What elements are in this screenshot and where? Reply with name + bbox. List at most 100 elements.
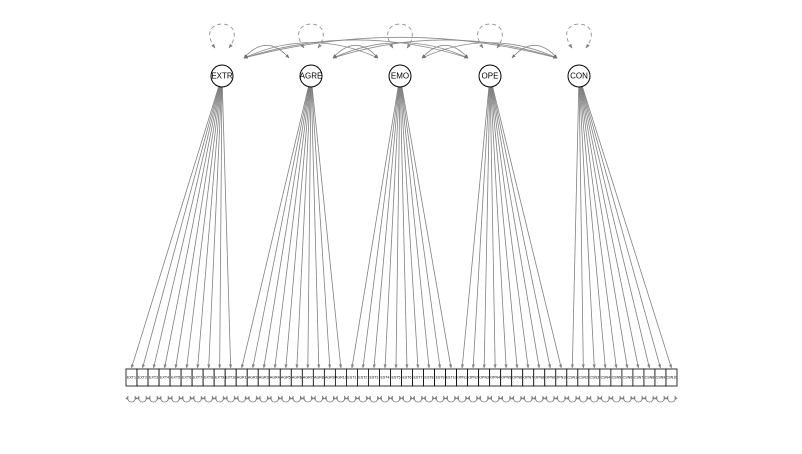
latent-circle	[567, 64, 591, 88]
item-csn3: CSN3	[588, 368, 601, 387]
loading-emo-est10	[401, 86, 453, 369]
factor-loadings	[131, 86, 672, 369]
item-label: OPN3	[479, 376, 489, 380]
loading-extr-ext8	[207, 86, 222, 369]
residual-variance-loop	[433, 395, 447, 403]
loading-con-csn5	[579, 86, 618, 369]
covariance-agre-con	[332, 39, 558, 59]
item-label: OPN9	[545, 376, 555, 380]
covariance-extr-emo	[243, 42, 379, 59]
loading-agre-agr8	[310, 86, 321, 369]
covariance-ope-con	[511, 44, 558, 59]
loading-ope-opn3	[482, 86, 491, 369]
residual-variance-loop	[610, 395, 623, 403]
loading-agre-agr5	[284, 86, 311, 369]
item-opn3: OPN3	[478, 368, 491, 387]
latent-variance-loop	[477, 23, 503, 49]
loading-agre-agr6	[295, 86, 311, 369]
residual-variance-loop	[422, 395, 436, 403]
item-csn1: CSN1	[566, 368, 579, 387]
latent-circle	[478, 64, 502, 88]
item-opn10: OPN10	[555, 368, 568, 387]
loading-ope-opn6	[490, 86, 519, 369]
residual-variance-loop	[125, 395, 138, 403]
item-label: EXT3	[149, 376, 158, 380]
item-label: EXT5	[171, 376, 180, 380]
item-ext2: EXT2	[136, 368, 149, 387]
item-label: CSN7	[634, 376, 644, 380]
loading-emo-est9	[401, 86, 442, 369]
loading-con-csn9	[581, 86, 662, 369]
item-csn4: CSN4	[599, 368, 612, 387]
latent-circle	[299, 64, 323, 88]
loading-emo-est1	[350, 86, 399, 369]
item-opn4: OPN4	[489, 368, 502, 387]
item-ext4: EXT4	[158, 368, 171, 387]
residual-variance-loop	[334, 395, 347, 403]
item-est2: EST2	[357, 368, 369, 387]
item-label: CSN4	[601, 376, 611, 380]
item-agr4: AGR4	[268, 368, 281, 387]
residual-variance-loop	[599, 395, 612, 403]
item-label: EXT1	[127, 376, 136, 380]
latent-con: CON	[567, 64, 591, 88]
item-label: EST4	[380, 376, 389, 380]
item-label: CSN6	[623, 376, 633, 380]
loading-emo-est4	[383, 86, 400, 369]
residual-variance-loop	[224, 395, 237, 403]
loading-agre-agr3	[262, 86, 310, 369]
item-opn1: OPN1	[456, 368, 469, 387]
item-ext7: EXT7	[191, 368, 204, 387]
residual-variance-loop	[213, 395, 226, 403]
loading-extr-ext3	[152, 86, 220, 369]
latent-label: OPE	[482, 72, 499, 81]
item-label: AGR8	[314, 376, 324, 380]
item-opn9: OPN9	[544, 368, 557, 387]
residual-variance-loop	[544, 395, 557, 403]
item-label: OPN10	[555, 376, 567, 380]
item-csn2: CSN2	[577, 368, 590, 387]
loading-ope-opn9	[491, 86, 552, 369]
loading-ope-opn7	[491, 86, 530, 369]
covariance-extr-agre	[243, 44, 290, 59]
item-label: EXT4	[160, 376, 169, 380]
residual-variance-loop	[467, 395, 480, 403]
item-label: EXT7	[193, 376, 202, 380]
item-label: OPN6	[512, 376, 522, 380]
item-ext9: EXT9	[213, 368, 226, 387]
residual-variance-loop	[411, 395, 425, 403]
item-label: EXT10	[225, 376, 236, 380]
item-est5: EST5	[390, 368, 402, 387]
latent-variance-loop	[298, 23, 324, 49]
residual-variance-loop	[202, 395, 215, 403]
residual-variance-loop	[643, 395, 656, 403]
item-label: EST1	[347, 376, 356, 380]
loading-ope-opn8	[491, 86, 541, 369]
residual-variance-loop	[235, 395, 248, 403]
loading-con-csn8	[581, 86, 651, 369]
residual-variance-loop	[378, 395, 392, 403]
item-label: EXT2	[138, 376, 147, 380]
residual-variance-loop	[533, 395, 546, 403]
item-label: EXT9	[215, 376, 224, 380]
loading-emo-est5	[394, 86, 401, 369]
item-label: AGR1	[237, 376, 247, 380]
item-box	[665, 368, 678, 387]
item-label: CSN1	[568, 376, 578, 380]
item-opn7: OPN7	[522, 368, 535, 387]
loading-ope-opn2	[471, 86, 490, 369]
loading-emo-est7	[400, 86, 420, 369]
item-label: EST5	[391, 376, 400, 380]
latent-circle	[388, 64, 412, 88]
item-est8: EST8	[423, 368, 435, 387]
item-label: EST7	[414, 376, 423, 380]
residual-variance-loop	[323, 395, 336, 403]
loading-extr-ext2	[141, 86, 220, 369]
latent-ope: OPE	[478, 64, 502, 88]
item-label: EXT8	[204, 376, 213, 380]
item-csn7: CSN7	[632, 368, 645, 387]
item-ext5: EXT5	[169, 368, 182, 387]
item-label: OPN4	[490, 376, 500, 380]
item-ext1: EXT1	[125, 368, 138, 387]
loading-ope-opn5	[490, 86, 508, 369]
